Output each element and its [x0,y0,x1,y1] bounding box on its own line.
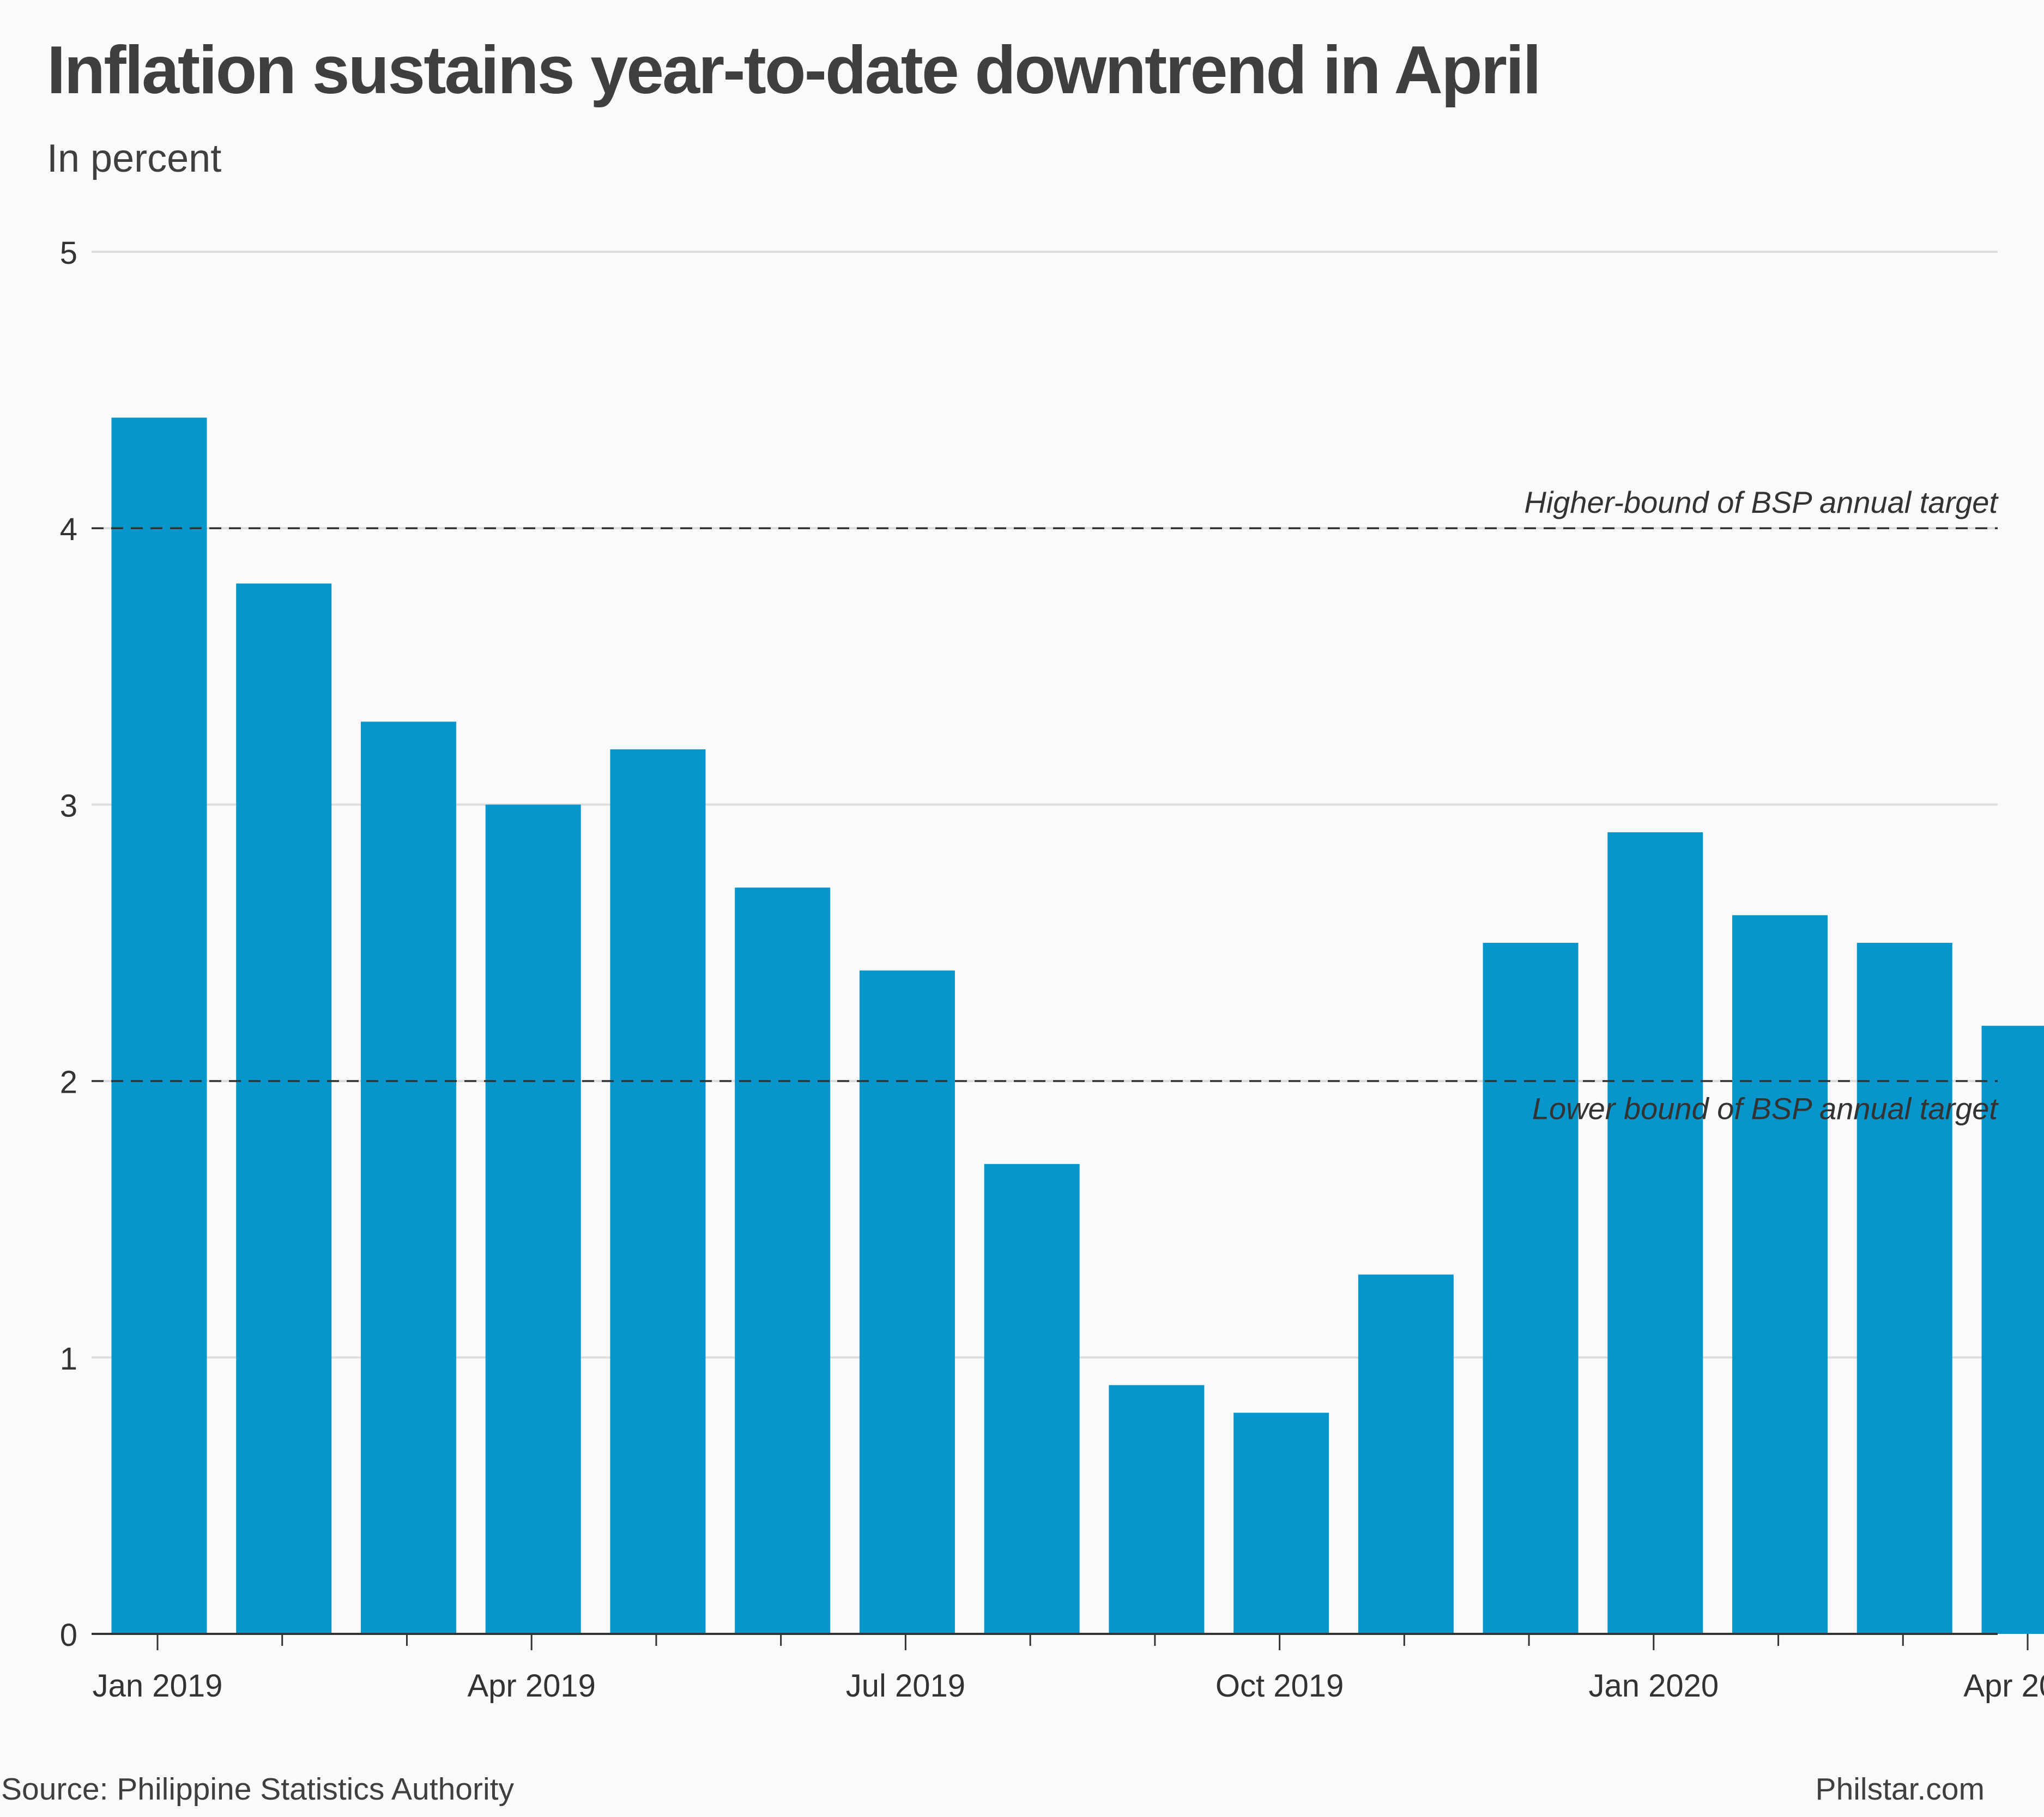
y-tick-label: 2 [60,1065,77,1100]
bar [1109,1385,1205,1634]
publisher-credit: Philstar.com [1815,1772,1985,1807]
x-tick-label: Oct 2019 [1215,1668,1344,1704]
reference-line-label: Lower bound of BSP annual target [1532,1092,1999,1126]
bar [111,417,207,1634]
x-tick-label: Jul 2019 [846,1668,965,1704]
reference-lines: Higher-bound of BSP annual target Lower b… [92,485,1999,1126]
chart-subtitle: In percent [47,137,222,180]
bars [111,417,2044,1634]
x-tick-label: Apr 2019 [467,1668,595,1704]
bar [610,749,706,1634]
bar [984,1164,1080,1634]
y-tick-label: 1 [60,1341,77,1377]
bar [236,583,332,1634]
bar [1981,1026,2044,1634]
source-note: Source: Philippine Statistics Authority [1,1772,514,1807]
bar [1233,1413,1329,1634]
bar [1358,1274,1454,1634]
y-tick-label: 5 [60,235,77,271]
y-tick-label: 4 [60,512,77,547]
y-tick-label: 3 [60,788,77,823]
bar [1607,832,1703,1634]
x-axis: Jan 2019 Apr 2019 Jul 2019 Oct 2019 Jan 2020… [92,1633,2044,1704]
bar [735,887,831,1634]
x-tick-label: Jan 2019 [93,1668,223,1704]
bar [859,970,955,1634]
x-tick-label: Apr 2020 [1963,1668,2044,1704]
bar [485,804,581,1634]
bar [1732,915,1828,1634]
y-tick-label: 0 [60,1618,77,1653]
x-tick-label: Jan 2020 [1588,1668,1719,1704]
chart-title: Inflation sustains year-to-date downtren… [47,33,1541,108]
bar [1856,943,1952,1634]
bar [360,722,456,1634]
bar [1483,943,1579,1634]
reference-line-label: Higher-bound of BSP annual target [1524,485,1999,519]
y-axis-tick-labels: 0 1 2 3 4 5 [60,235,77,1653]
